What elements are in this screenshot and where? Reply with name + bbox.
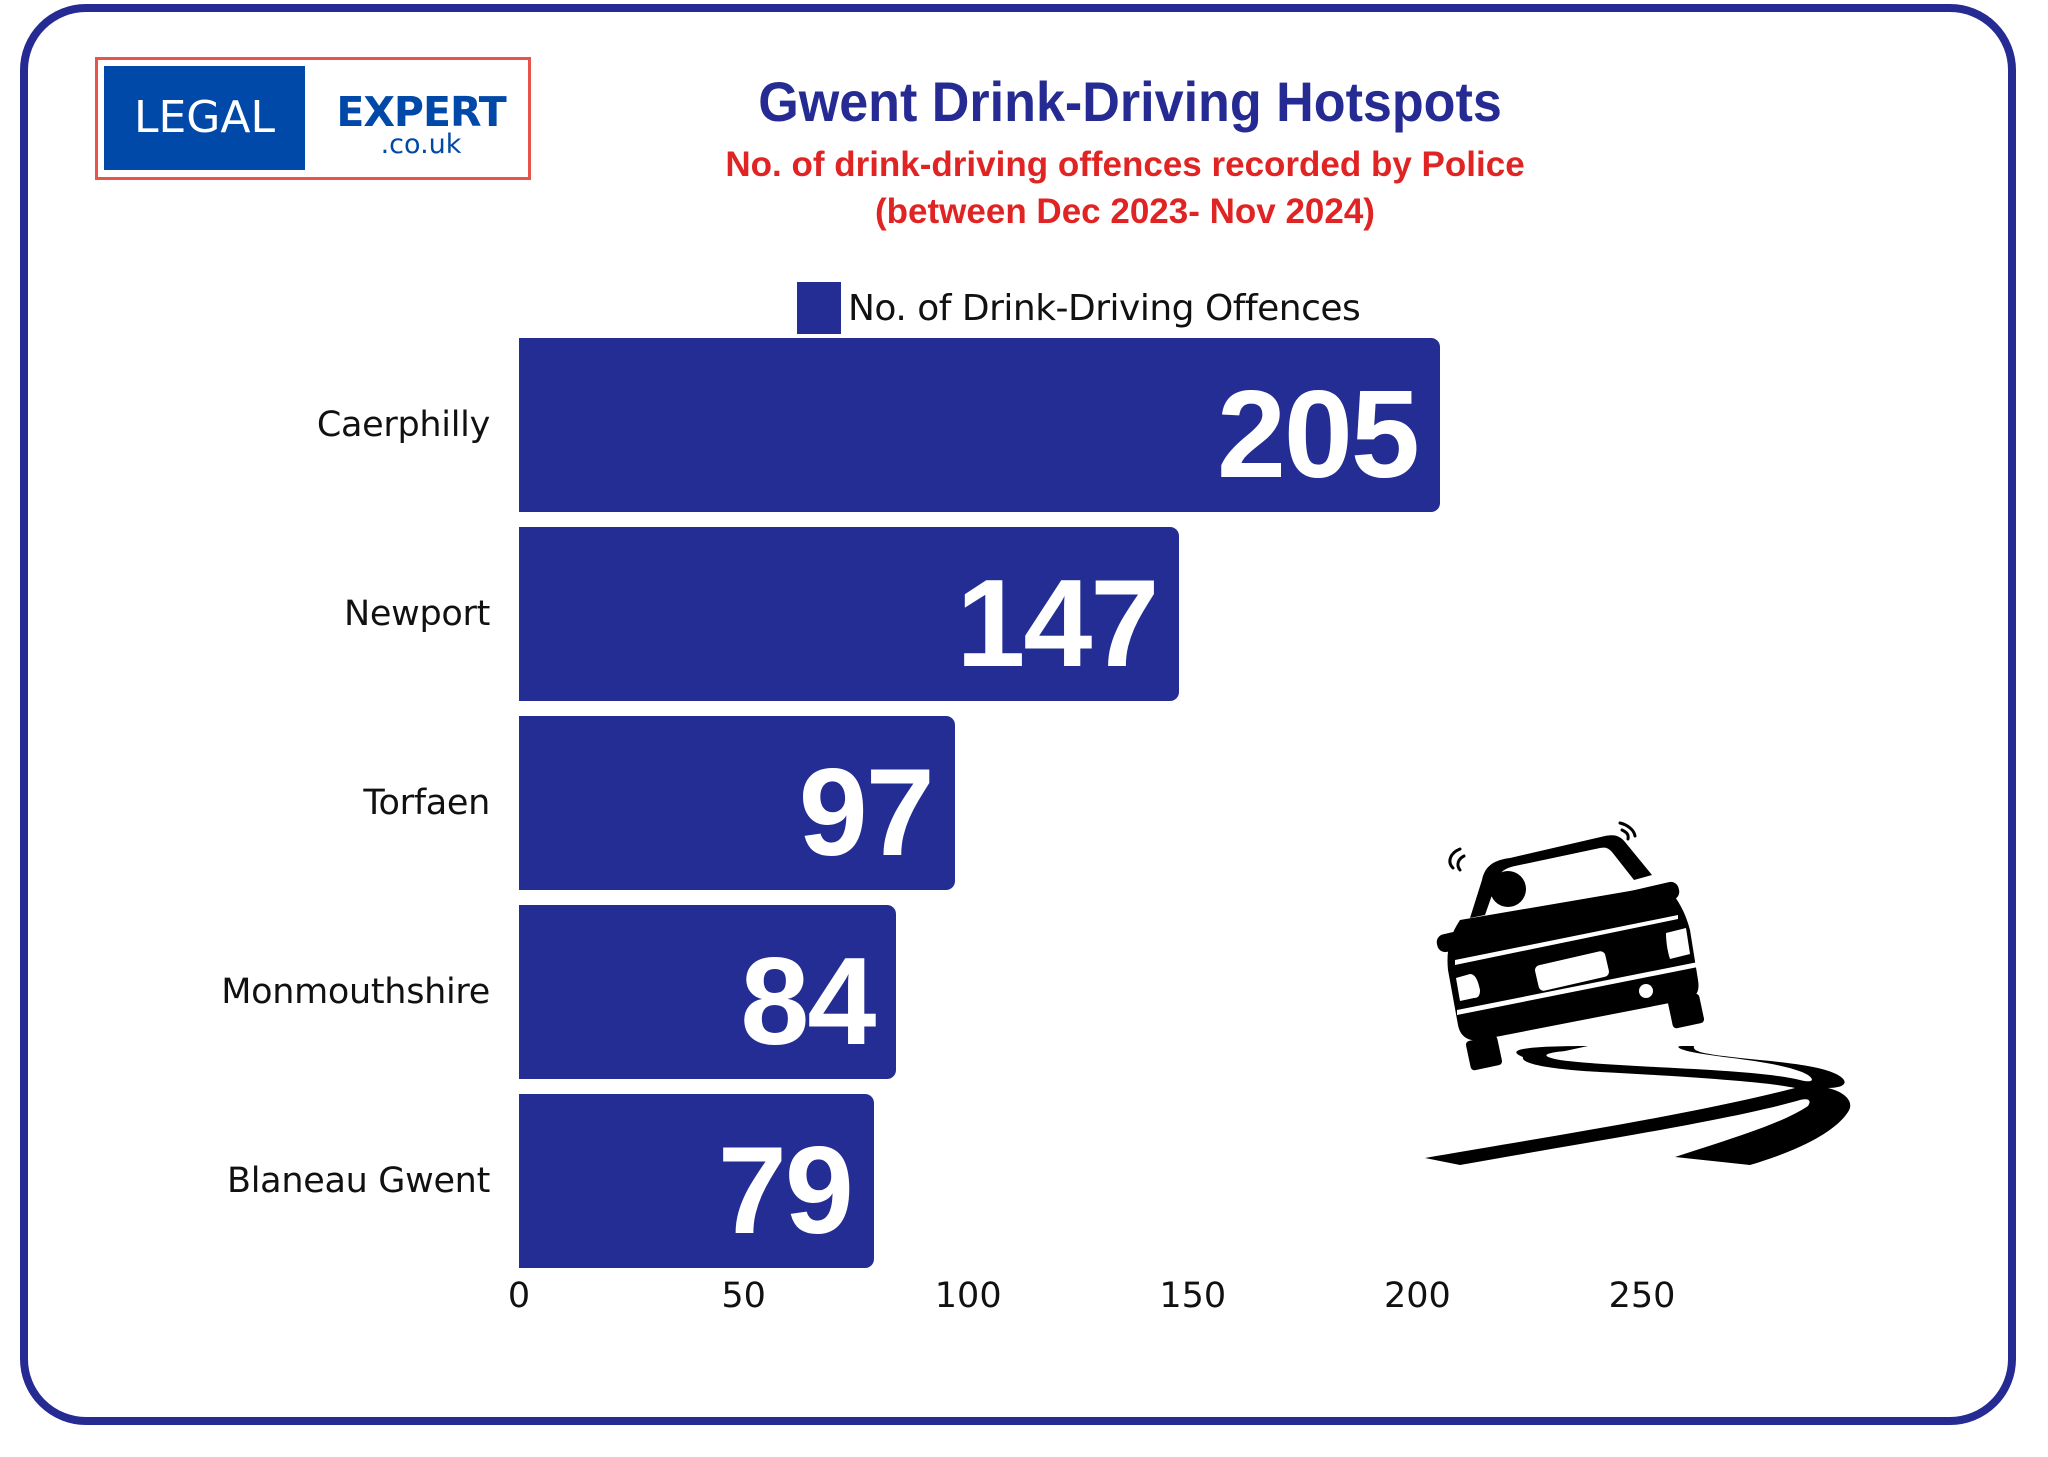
x-tick-label: 100 <box>934 1276 1002 1316</box>
bar-caerphilly: 205 <box>519 338 1440 512</box>
car-skidding-icon <box>1425 821 1851 1165</box>
bar-value-label: 147 <box>956 554 1159 693</box>
category-label: Monmouthshire <box>221 972 490 1012</box>
chart-subtitle-line1: No. of drink-driving offences recorded b… <box>725 145 1525 184</box>
category-label: Torfaen <box>363 783 490 823</box>
x-tick-label: 200 <box>1383 1276 1451 1316</box>
category-label: Newport <box>344 594 490 634</box>
logo-domain-text: .co.uk <box>380 129 462 160</box>
x-tick-label: 0 <box>507 1276 531 1316</box>
skid-road-marks <box>1425 1046 1851 1165</box>
chart-frame <box>20 4 2016 1425</box>
category-label: Blaneau Gwent <box>227 1161 490 1201</box>
chart-legend: No. of Drink-Driving Offences <box>797 282 1361 334</box>
legend-swatch <box>797 282 841 334</box>
bar-value-label: 205 <box>1216 365 1420 504</box>
bar-value-label: 84 <box>740 932 876 1071</box>
logo-legal-text: LEGAL <box>104 66 305 170</box>
logo-expert-text: EXPERT <box>336 88 506 136</box>
x-tick-label: 250 <box>1608 1276 1676 1316</box>
category-label: Caerphilly <box>316 405 490 445</box>
car-details <box>1455 915 1698 1015</box>
bar-monmouthshire: 84 <box>519 905 897 1079</box>
bar-newport: 147 <box>519 527 1180 701</box>
bar-torfaen: 97 <box>519 716 955 890</box>
legal-expert-logo: LEGAL EXPERT .co.uk <box>95 57 531 180</box>
x-tick-label: 150 <box>1159 1276 1227 1316</box>
x-tick-label: 50 <box>721 1276 766 1316</box>
chart-title: Gwent Drink-Driving Hotspots <box>758 70 1502 133</box>
bar-value-label: 97 <box>798 743 935 882</box>
bar-blaneau-gwent: 79 <box>519 1094 874 1268</box>
bar-value-label: 79 <box>717 1121 854 1260</box>
legend-label: No. of Drink-Driving Offences <box>848 287 1361 329</box>
car-body <box>1436 835 1705 1071</box>
chart-subtitle-line2: (between Dec 2023- Nov 2024) <box>875 192 1375 231</box>
wobble-marks <box>1448 821 1637 872</box>
